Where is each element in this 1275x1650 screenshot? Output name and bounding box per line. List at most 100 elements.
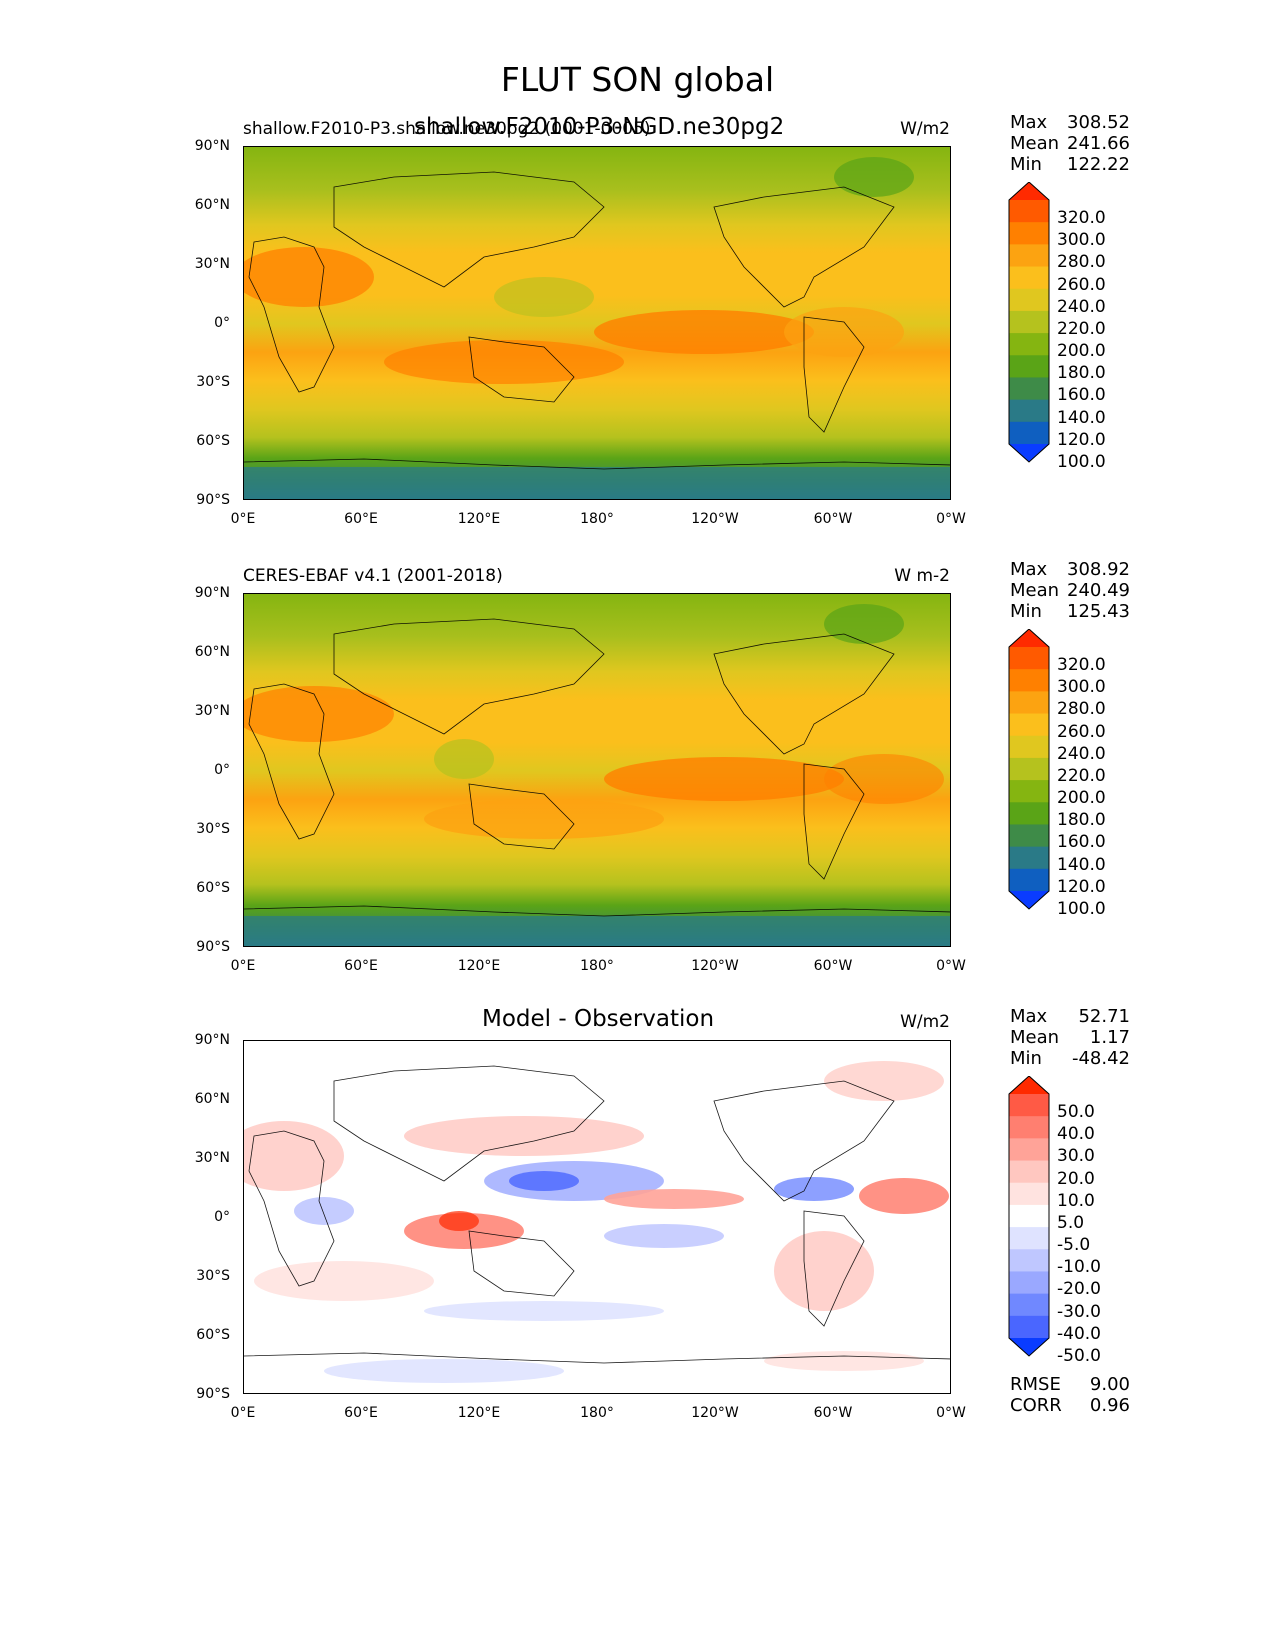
stat-value: 1.17 xyxy=(1089,1027,1130,1048)
colorbar-band xyxy=(1009,1338,1049,1356)
colorbar-band xyxy=(1009,735,1049,759)
xtick: 60°E xyxy=(344,958,378,974)
xtick: 0°E xyxy=(230,958,256,974)
stat-label: Max xyxy=(1010,1006,1048,1027)
map-field-test xyxy=(244,147,950,499)
colorbar-band xyxy=(1009,1227,1049,1250)
colorbar-band xyxy=(1009,1116,1049,1139)
rmse-value: 9.00 xyxy=(1089,1374,1130,1395)
stat-label: Mean xyxy=(1010,580,1060,601)
ytick: 60°N xyxy=(194,644,230,660)
panel-units: W m-2 xyxy=(894,566,950,586)
colorbar-band xyxy=(1009,1076,1049,1094)
xtick: 60°W xyxy=(813,958,853,974)
colorbar-band xyxy=(1009,629,1049,647)
ytick: 0° xyxy=(214,1209,230,1225)
xtick: 0°W xyxy=(936,511,966,527)
colorbar-outline xyxy=(1008,182,1050,463)
colorbar-band xyxy=(1009,355,1049,378)
colorbar-tick-label: 300.0 xyxy=(1057,677,1106,698)
colorbar-band xyxy=(1009,691,1049,715)
panel-title-center: Model - Observation xyxy=(482,1006,715,1032)
stat-value: 240.49 xyxy=(1067,580,1130,601)
colorbar-tick-label: 300.0 xyxy=(1057,230,1106,251)
ytick: 90°S xyxy=(196,939,230,955)
xtick: 0°W xyxy=(936,958,966,974)
panel-title-center: shallow.F2010-P3-NGD.ne30pg2 xyxy=(414,114,785,140)
panel-title-left: CERES-EBAF v4.1 (2001-2018) xyxy=(243,566,503,586)
ytick: 90°N xyxy=(194,585,230,601)
colorbar-band xyxy=(1009,222,1049,245)
map-field-ref xyxy=(244,594,950,946)
colorbar-tick-label: 220.0 xyxy=(1057,765,1106,786)
colorbar-band xyxy=(1009,333,1049,356)
colorbar-band xyxy=(1009,780,1049,803)
colorbar-tick-label: 320.0 xyxy=(1057,655,1106,675)
colorbar-tick-label: -5.0 xyxy=(1057,1235,1091,1256)
colorbar-tick-label: -40.0 xyxy=(1057,1323,1101,1344)
xtick: 60°E xyxy=(344,511,378,527)
colorbar-band xyxy=(1009,377,1049,401)
colorbar-tick-label: 120.0 xyxy=(1057,429,1106,450)
ytick: 0° xyxy=(214,315,230,331)
ytick: 30°S xyxy=(196,374,230,390)
colorbar-band xyxy=(1009,182,1049,200)
xtick: 120°W xyxy=(691,958,739,974)
stat-value: 241.66 xyxy=(1067,133,1130,154)
colorbar-band xyxy=(1009,1271,1049,1295)
colorbar-tick-label: 5.0 xyxy=(1057,1212,1085,1233)
colorbar-band xyxy=(1009,713,1049,737)
map-test xyxy=(243,146,951,500)
stat-value: 125.43 xyxy=(1067,601,1130,622)
ytick: 30°N xyxy=(194,703,230,719)
ytick: 60°N xyxy=(194,1091,230,1107)
colorbar-tick-label: 240.0 xyxy=(1057,296,1106,317)
colorbar-tick-label: 140.0 xyxy=(1057,854,1106,875)
stat-label: Mean xyxy=(1010,133,1060,154)
xtick: 60°W xyxy=(813,1405,853,1421)
stat-label: Min xyxy=(1010,154,1042,175)
ytick: 90°S xyxy=(196,1386,230,1402)
ytick: 90°N xyxy=(194,138,230,154)
colorbar-band xyxy=(1009,1293,1049,1317)
ytick: 0° xyxy=(214,762,230,778)
colorbar-band xyxy=(1009,1249,1049,1272)
colorbar-tick-label: 180.0 xyxy=(1057,810,1106,831)
stat-value: 122.22 xyxy=(1067,154,1130,175)
panel-units: W/m2 xyxy=(900,1012,950,1032)
colorbar-tick-label: 160.0 xyxy=(1057,832,1106,853)
xtick: 0°E xyxy=(230,511,256,527)
xtick: 0°E xyxy=(230,1405,256,1421)
colorbar-tick-label: -50.0 xyxy=(1057,1346,1101,1366)
colorbar-band xyxy=(1009,1204,1049,1228)
colorbar-tick-label: 100.0 xyxy=(1057,452,1106,472)
xtick: 60°W xyxy=(813,511,853,527)
colorbar-band xyxy=(1009,244,1049,268)
colorbar-tick-label: 220.0 xyxy=(1057,318,1106,339)
colorbar-tick-label: 180.0 xyxy=(1057,363,1106,384)
ytick: 90°N xyxy=(194,1032,230,1048)
ytick: 60°S xyxy=(196,433,230,449)
colorbar-tick-label: 280.0 xyxy=(1057,699,1106,720)
ytick: 30°S xyxy=(196,821,230,837)
colorbar-tick-label: -30.0 xyxy=(1057,1301,1101,1322)
colorbar-band xyxy=(1009,1094,1049,1117)
colorbar-diff xyxy=(1008,1076,1050,1357)
colorbar-tick-label: 240.0 xyxy=(1057,743,1106,764)
colorbar-band xyxy=(1009,757,1049,781)
xtick: 180° xyxy=(580,1405,614,1421)
figure-title: FLUT SON global xyxy=(500,60,775,99)
colorbar-tick-label: 100.0 xyxy=(1057,899,1106,919)
corr-label: CORR xyxy=(1010,1395,1062,1416)
colorbar-tick-label: 260.0 xyxy=(1057,721,1106,742)
colorbar-tick-label: -10.0 xyxy=(1057,1257,1101,1278)
stat-value: 52.71 xyxy=(1078,1006,1130,1027)
colorbar-ref xyxy=(1008,629,1050,910)
colorbar-band xyxy=(1009,669,1049,692)
xtick: 120°W xyxy=(691,511,739,527)
colorbar-band xyxy=(1009,421,1049,445)
colorbar-band xyxy=(1009,444,1049,462)
colorbar-outline xyxy=(1008,1076,1050,1357)
xtick: 120°E xyxy=(457,1405,501,1421)
colorbar-tick-label: 320.0 xyxy=(1057,208,1106,228)
